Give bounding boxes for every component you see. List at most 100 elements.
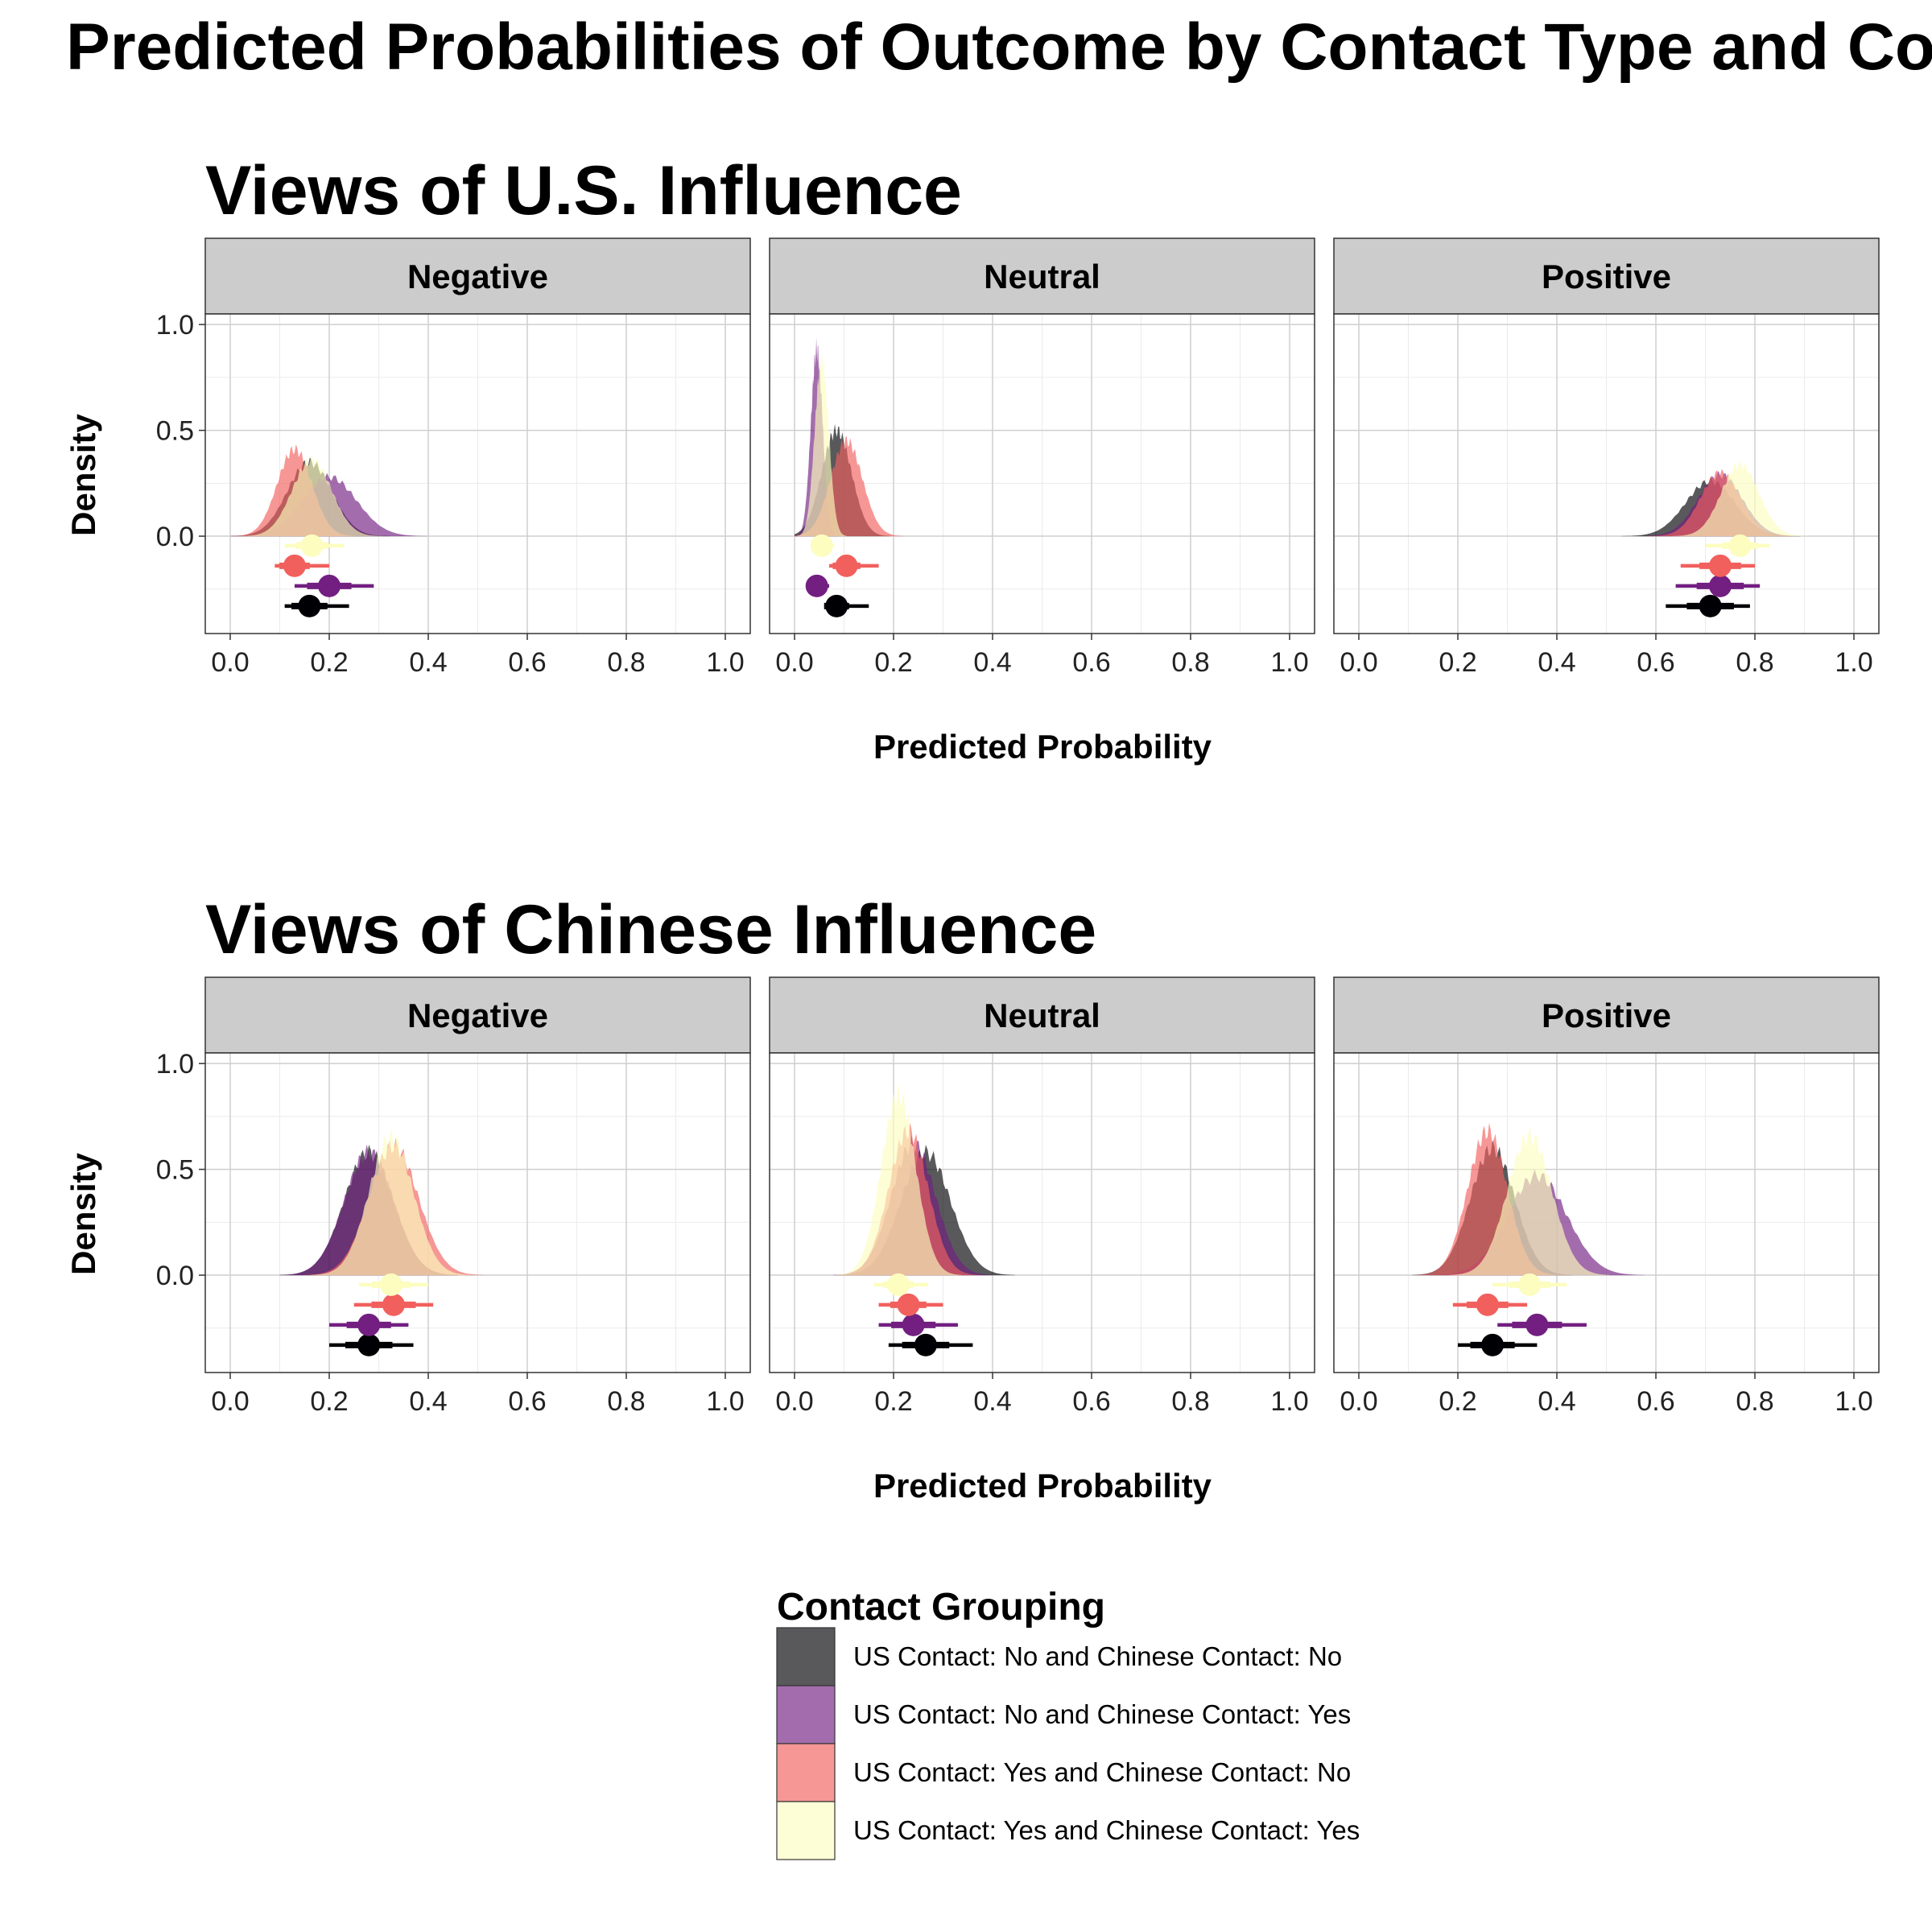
y-tick-label: 1.0 (156, 1049, 194, 1080)
section-title: Views of U.S. Influence (205, 152, 962, 229)
x-tick-label: 1.0 (1835, 647, 1872, 678)
x-tick-label: 0.4 (409, 1386, 447, 1417)
y-tick-label: 0.5 (156, 1155, 194, 1186)
x-tick-label: 0.4 (1538, 1386, 1575, 1417)
section-chinese-influence: Views of Chinese Influence Density Predict… (64, 891, 1880, 1505)
mean-point (825, 594, 848, 617)
x-tick-label: 0.4 (409, 647, 447, 678)
panel-neutral: Neutral 0.0 0.2 0.4 0.6 0.8 1.0 (769, 237, 1315, 678)
facet-label: Neutral (984, 997, 1100, 1034)
section-us-influence: Views of U.S. Influence Density Predicted … (64, 152, 1880, 766)
mean-point (897, 1293, 920, 1316)
mean-point (1481, 1333, 1505, 1356)
x-tick-label: 0.0 (775, 1386, 813, 1417)
legend-label: US Contact: No and Chinese Contact: Yes (853, 1699, 1351, 1729)
x-tick-label: 0.4 (973, 1386, 1011, 1417)
chart-sections: Views of U.S. Influence Density Predicted … (64, 152, 1880, 1505)
x-axis-label: Predicted Probability (873, 1467, 1212, 1505)
density-area (240, 454, 383, 537)
legend-item: US Contact: Yes and Chinese Contact: No (776, 1743, 1351, 1802)
x-tick-label: 0.6 (508, 1386, 546, 1417)
mean-point (914, 1333, 937, 1356)
facet-strip (769, 976, 1315, 1054)
facet-strip (1333, 237, 1880, 315)
x-tick-label: 0.2 (1439, 647, 1476, 678)
x-tick-label: 0.6 (1637, 1386, 1674, 1417)
x-tick-label: 1.0 (1270, 647, 1308, 678)
x-tick-label: 0.6 (1072, 647, 1110, 678)
legend-swatch (776, 1743, 836, 1802)
mean-point (379, 1273, 402, 1296)
x-tick-label: 0.2 (874, 647, 912, 678)
density-area (1416, 1122, 1559, 1276)
mean-point (902, 1313, 925, 1336)
density-area (836, 1083, 961, 1276)
panel-positive: Positive 0.0 0.2 0.4 0.6 0.8 1.0 (1333, 237, 1880, 678)
x-tick-label: 0.0 (1340, 1386, 1377, 1417)
facet-strip (204, 976, 751, 1054)
y-tick-label: 0.0 (156, 1261, 194, 1291)
legend-swatch (776, 1801, 836, 1860)
facet-strip (769, 237, 1315, 315)
x-tick-label: 0.2 (1439, 1386, 1476, 1417)
y-tick-label: 0.5 (156, 416, 194, 447)
mean-point (835, 554, 858, 577)
x-tick-label: 0.2 (874, 1386, 912, 1417)
legend-item: US Contact: Yes and Chinese Contact: Yes (776, 1801, 1360, 1860)
x-tick-label: 0.6 (1072, 1386, 1110, 1417)
density-area (1449, 1125, 1610, 1276)
x-tick-label: 0.0 (775, 647, 813, 678)
mean-point (1518, 1273, 1542, 1296)
legend-items: US Contact: No and Chinese Contact: No US… (776, 1627, 1360, 1860)
legend-label: US Contact: Yes and Chinese Contact: Yes (853, 1815, 1360, 1845)
facet-strip (204, 237, 751, 315)
x-tick-label: 0.2 (310, 1386, 348, 1417)
x-tick-label: 0.8 (1736, 1386, 1773, 1417)
density-area (311, 1128, 472, 1276)
mean-point (318, 574, 341, 597)
figure-title: Predicted Probabilities of Outcome by Co… (66, 10, 1932, 84)
section-title: Views of Chinese Influence (205, 891, 1096, 968)
facet-label: Positive (1542, 997, 1671, 1034)
x-tick-label: 1.0 (706, 1386, 744, 1417)
panel-negative: Negative 0.0 0.2 0.4 0.6 0.8 1.0 0.0 0.5 1.0 (156, 237, 751, 678)
y-tick-label: 1.0 (156, 310, 194, 341)
panel-neutral: Neutral 0.0 0.2 0.4 0.6 0.8 1.0 (769, 976, 1315, 1417)
mean-point (283, 554, 306, 577)
facet-label: Neutral (984, 258, 1100, 295)
mean-point (1525, 1313, 1549, 1336)
y-tick-label: 0.0 (156, 522, 194, 552)
mean-point (298, 594, 321, 617)
mean-point (1708, 554, 1732, 577)
legend-item: US Contact: No and Chinese Contact: Yes (776, 1685, 1351, 1744)
legend-item: US Contact: No and Chinese Contact: No (776, 1627, 1342, 1686)
mean-point (1708, 574, 1732, 597)
panel-negative: Negative 0.0 0.2 0.4 0.6 0.8 1.0 0.0 0.5 1.0 (156, 976, 751, 1417)
legend: Contact Grouping US Contact: No and Chin… (776, 1586, 1360, 1860)
panel-border (204, 313, 751, 634)
mean-point (357, 1333, 381, 1356)
density-area (1672, 459, 1808, 537)
density-area (796, 345, 847, 537)
mean-point (810, 534, 833, 557)
panel-border (1333, 313, 1880, 634)
y-axis-label: Density (64, 1153, 102, 1275)
facet-label: Negative (407, 997, 548, 1034)
x-tick-label: 0.8 (1171, 1386, 1209, 1417)
x-tick-label: 1.0 (706, 647, 744, 678)
x-tick-label: 1.0 (1835, 1386, 1872, 1417)
mean-point (357, 1313, 381, 1336)
mean-point (1699, 594, 1722, 617)
panel-border (769, 313, 1315, 634)
x-tick-label: 0.0 (1340, 647, 1377, 678)
mean-point (805, 574, 828, 597)
x-tick-label: 0.2 (310, 647, 348, 678)
legend-label: US Contact: No and Chinese Contact: No (853, 1641, 1342, 1671)
x-tick-label: 0.0 (211, 647, 249, 678)
mean-point (887, 1273, 910, 1296)
x-axis-label: Predicted Probability (873, 728, 1212, 766)
y-axis-label: Density (64, 414, 102, 536)
mean-point (1728, 534, 1752, 557)
facet-strip (1333, 976, 1880, 1054)
